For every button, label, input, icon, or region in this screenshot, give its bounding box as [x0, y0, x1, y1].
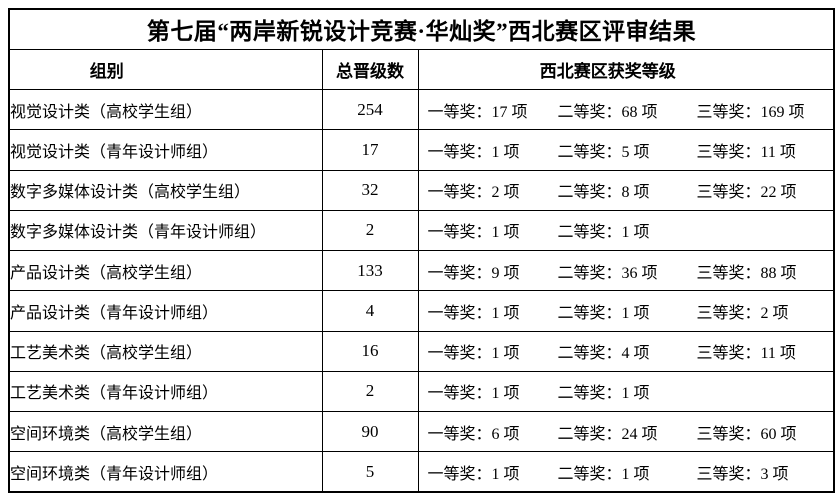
- first-prize: 一等奖：2 项: [427, 184, 520, 202]
- table-row: 数字多媒体设计类（青年设计师组） 2 一等奖：1 项 二等奖：1 项: [8, 209, 835, 252]
- first-prize: 一等奖：1 项: [427, 345, 520, 363]
- total-cell: 90: [321, 410, 419, 453]
- first-prize: 一等奖：9 项: [427, 264, 520, 282]
- third-prize: 三等奖：2 项: [696, 304, 789, 322]
- first-prize: 一等奖：1 项: [427, 385, 520, 403]
- table-row: 数字多媒体设计类（高校学生组） 32 一等奖：2 项 二等奖：8 项 三等奖：2…: [8, 169, 835, 211]
- second-prize: 二等奖：4 项: [557, 345, 650, 363]
- table-row: 空间环境类（高校学生组） 90 一等奖：6 项 二等奖：24 项 三等奖：60 …: [8, 410, 835, 453]
- total-cell: 254: [321, 88, 419, 131]
- first-prize: 一等奖：1 项: [427, 143, 520, 161]
- third-prize: 三等奖：11 项: [696, 143, 796, 161]
- third-prize: 三等奖：169 项: [696, 103, 805, 121]
- awards-cell: 一等奖：1 项 二等奖：1 项 三等奖：3 项: [417, 451, 835, 493]
- third-prize: 三等奖：22 项: [696, 184, 797, 202]
- table-row: 产品设计类（高校学生组） 133 一等奖：9 项 二等奖：36 项 三等奖：88…: [8, 249, 835, 292]
- column-header-group: 组别: [8, 48, 323, 91]
- second-prize: 二等奖：5 项: [557, 143, 650, 161]
- awards-cell: 一等奖：1 项 二等奖：1 项: [417, 370, 835, 413]
- group-cell: 产品设计类（青年设计师组）: [8, 290, 323, 332]
- third-prize: 三等奖：3 项: [696, 465, 789, 483]
- first-prize: 一等奖：6 项: [427, 425, 520, 443]
- group-cell: 数字多媒体设计类（青年设计师组）: [8, 209, 323, 252]
- third-prize: 三等奖：60 项: [696, 425, 797, 443]
- total-cell: 5: [321, 451, 419, 493]
- second-prize: 二等奖：68 项: [557, 103, 658, 121]
- awards-cell: 一等奖：1 项 二等奖：5 项 三等奖：11 项: [417, 129, 835, 171]
- second-prize: 二等奖：1 项: [557, 465, 650, 483]
- second-prize: 二等奖：1 项: [557, 304, 650, 322]
- total-cell: 2: [321, 209, 419, 252]
- group-cell: 视觉设计类（青年设计师组）: [8, 129, 323, 171]
- awards-cell: 一等奖：1 项 二等奖：1 项: [417, 209, 835, 252]
- group-cell: 数字多媒体设计类（高校学生组）: [8, 169, 323, 211]
- group-cell: 工艺美术类（青年设计师组）: [8, 370, 323, 413]
- awards-cell: 一等奖：9 项 二等奖：36 项 三等奖：88 项: [417, 249, 835, 292]
- total-cell: 16: [321, 330, 419, 372]
- first-prize: 一等奖：1 项: [427, 304, 520, 322]
- total-cell: 133: [321, 249, 419, 292]
- awards-cell: 一等奖：2 项 二等奖：8 项 三等奖：22 项: [417, 169, 835, 211]
- total-cell: 17: [321, 129, 419, 171]
- second-prize: 二等奖：24 项: [557, 425, 658, 443]
- second-prize: 二等奖：1 项: [557, 224, 650, 242]
- group-cell: 产品设计类（高校学生组）: [8, 249, 323, 292]
- awards-cell: 一等奖：17 项 二等奖：68 项 三等奖：169 项: [417, 88, 835, 131]
- second-prize: 二等奖：36 项: [557, 264, 658, 282]
- table-row: 工艺美术类（高校学生组） 16 一等奖：1 项 二等奖：4 项 三等奖：11 项: [8, 330, 835, 372]
- first-prize: 一等奖：1 项: [427, 465, 520, 483]
- second-prize: 二等奖：8 项: [557, 184, 650, 202]
- group-cell: 空间环境类（高校学生组）: [8, 410, 323, 453]
- page-title: 第七届“两岸新锐设计竞赛·华灿奖”西北赛区评审结果: [8, 8, 835, 50]
- title-row: 第七届“两岸新锐设计竞赛·华灿奖”西北赛区评审结果: [8, 8, 835, 50]
- group-cell: 视觉设计类（高校学生组）: [8, 88, 323, 131]
- third-prize: 三等奖：88 项: [696, 264, 797, 282]
- header-row: 组别 总晋级数 西北赛区获奖等级: [8, 48, 835, 91]
- total-cell: 32: [321, 169, 419, 211]
- table-row: 产品设计类（青年设计师组） 4 一等奖：1 项 二等奖：1 项 三等奖：2 项: [8, 290, 835, 332]
- group-cell: 工艺美术类（高校学生组）: [8, 330, 323, 372]
- table-row: 视觉设计类（青年设计师组） 17 一等奖：1 项 二等奖：5 项 三等奖：11 …: [8, 129, 835, 171]
- awards-cell: 一等奖：1 项 二等奖：1 项 三等奖：2 项: [417, 290, 835, 332]
- total-cell: 2: [321, 370, 419, 413]
- table-row: 工艺美术类（青年设计师组） 2 一等奖：1 项 二等奖：1 项: [8, 370, 835, 413]
- third-prize: 三等奖：11 项: [696, 345, 796, 363]
- total-cell: 4: [321, 290, 419, 332]
- first-prize: 一等奖：1 项: [427, 224, 520, 242]
- table-row: 视觉设计类（高校学生组） 254 一等奖：17 项 二等奖：68 项 三等奖：1…: [8, 88, 835, 131]
- first-prize: 一等奖：17 项: [427, 103, 528, 121]
- results-table: 第七届“两岸新锐设计竞赛·华灿奖”西北赛区评审结果 组别 总晋级数 西北赛区获奖…: [8, 8, 836, 493]
- column-header-total: 总晋级数: [321, 48, 419, 91]
- awards-cell: 一等奖：1 项 二等奖：4 项 三等奖：11 项: [417, 330, 835, 372]
- column-header-awards: 西北赛区获奖等级: [417, 48, 835, 91]
- awards-cell: 一等奖：6 项 二等奖：24 项 三等奖：60 项: [417, 410, 835, 453]
- table-row: 空间环境类（青年设计师组） 5 一等奖：1 项 二等奖：1 项 三等奖：3 项: [8, 451, 835, 493]
- second-prize: 二等奖：1 项: [557, 385, 650, 403]
- group-cell: 空间环境类（青年设计师组）: [8, 451, 323, 493]
